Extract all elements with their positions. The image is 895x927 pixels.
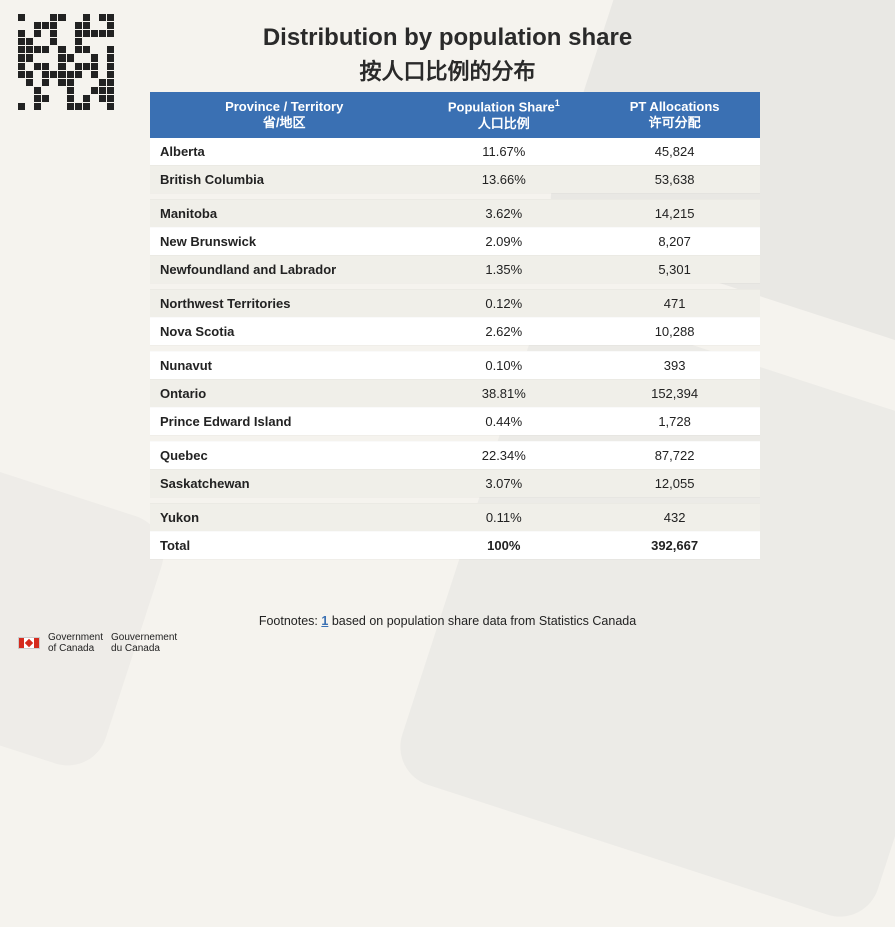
cell-share: 2.62% [418, 317, 589, 345]
col-alloc-en: PT Allocations [630, 99, 720, 114]
table-row: Quebec22.34%87,722 [150, 441, 760, 469]
cell-alloc: 8,207 [589, 227, 760, 255]
cell-province: Manitoba [150, 199, 418, 227]
cell-province: Alberta [150, 138, 418, 166]
cell-share: 0.44% [418, 407, 589, 435]
cell-alloc: 10,288 [589, 317, 760, 345]
canada-flag-icon [18, 637, 40, 649]
cell-total-label: Total [150, 531, 418, 559]
cell-alloc: 12,055 [589, 469, 760, 497]
title-zh: 按人口比例的分布 [0, 54, 895, 86]
cell-total-alloc: 392,667 [589, 531, 760, 559]
gov-text-fr: Gouvernement du Canada [111, 632, 177, 654]
table-row: Newfoundland and Labrador1.35%5,301 [150, 255, 760, 283]
cell-share: 0.12% [418, 289, 589, 317]
col-province-en: Province / Territory [225, 99, 343, 114]
cell-alloc: 152,394 [589, 379, 760, 407]
cell-province: Yukon [150, 503, 418, 531]
cell-province: Nunavut [150, 351, 418, 379]
cell-alloc: 432 [589, 503, 760, 531]
col-province-zh: 省/地区 [158, 115, 410, 131]
col-alloc-zh: 许可分配 [597, 115, 752, 131]
cell-alloc: 1,728 [589, 407, 760, 435]
cell-province: New Brunswick [150, 227, 418, 255]
footnote: Footnotes: 1 based on population share d… [0, 614, 895, 628]
cell-province: British Columbia [150, 165, 418, 193]
cell-share: 3.07% [418, 469, 589, 497]
government-wordmark: Government of Canada Gouvernement du Can… [18, 632, 177, 654]
gov-text-en: Government of Canada [48, 632, 103, 654]
cell-province: Prince Edward Island [150, 407, 418, 435]
table-row: Saskatchewan3.07%12,055 [150, 469, 760, 497]
col-share-en: Population Share [448, 99, 555, 114]
col-alloc: PT Allocations 许可分配 [589, 92, 760, 138]
table-row: Yukon0.11%432 [150, 503, 760, 531]
footnote-number: 1 [321, 614, 328, 628]
footnote-text: based on population share data from Stat… [332, 614, 636, 628]
table-row: Alberta11.67%45,824 [150, 138, 760, 166]
table-row: British Columbia13.66%53,638 [150, 165, 760, 193]
table-row: Manitoba3.62%14,215 [150, 199, 760, 227]
cell-share: 22.34% [418, 441, 589, 469]
cell-province: Quebec [150, 441, 418, 469]
cell-alloc: 53,638 [589, 165, 760, 193]
cell-alloc: 5,301 [589, 255, 760, 283]
col-share: Population Share1 人口比例 [418, 92, 589, 138]
table-row: New Brunswick2.09%8,207 [150, 227, 760, 255]
cell-province: Nova Scotia [150, 317, 418, 345]
table-row: Northwest Territories0.12%471 [150, 289, 760, 317]
table-row: Ontario38.81%152,394 [150, 379, 760, 407]
cell-alloc: 393 [589, 351, 760, 379]
background-shape [0, 448, 174, 776]
table-header-row: Province / Territory 省/地区 Population Sha… [150, 92, 760, 138]
cell-alloc: 45,824 [589, 138, 760, 166]
footnote-ref: 1 [555, 98, 560, 108]
title-en: Distribution by population share [0, 24, 895, 52]
cell-alloc: 14,215 [589, 199, 760, 227]
footnote-label: Footnotes: [259, 614, 318, 628]
cell-share: 3.62% [418, 199, 589, 227]
cell-share: 0.10% [418, 351, 589, 379]
cell-share: 0.11% [418, 503, 589, 531]
cell-alloc: 471 [589, 289, 760, 317]
cell-share: 2.09% [418, 227, 589, 255]
table-total-row: Total100%392,667 [150, 531, 760, 559]
cell-province: Northwest Territories [150, 289, 418, 317]
cell-total-share: 100% [418, 531, 589, 559]
table-row: Prince Edward Island0.44%1,728 [150, 407, 760, 435]
cell-share: 38.81% [418, 379, 589, 407]
cell-alloc: 87,722 [589, 441, 760, 469]
cell-province: Ontario [150, 379, 418, 407]
population-table: Province / Territory 省/地区 Population Sha… [150, 92, 760, 560]
cell-share: 1.35% [418, 255, 589, 283]
cell-province: Newfoundland and Labrador [150, 255, 418, 283]
col-province: Province / Territory 省/地区 [150, 92, 418, 138]
page-title: Distribution by population share 按人口比例的分… [0, 24, 895, 86]
cell-share: 13.66% [418, 165, 589, 193]
cell-share: 11.67% [418, 138, 589, 166]
col-share-zh: 人口比例 [426, 116, 581, 132]
table-row: Nova Scotia2.62%10,288 [150, 317, 760, 345]
cell-province: Saskatchewan [150, 469, 418, 497]
table-row: Nunavut0.10%393 [150, 351, 760, 379]
